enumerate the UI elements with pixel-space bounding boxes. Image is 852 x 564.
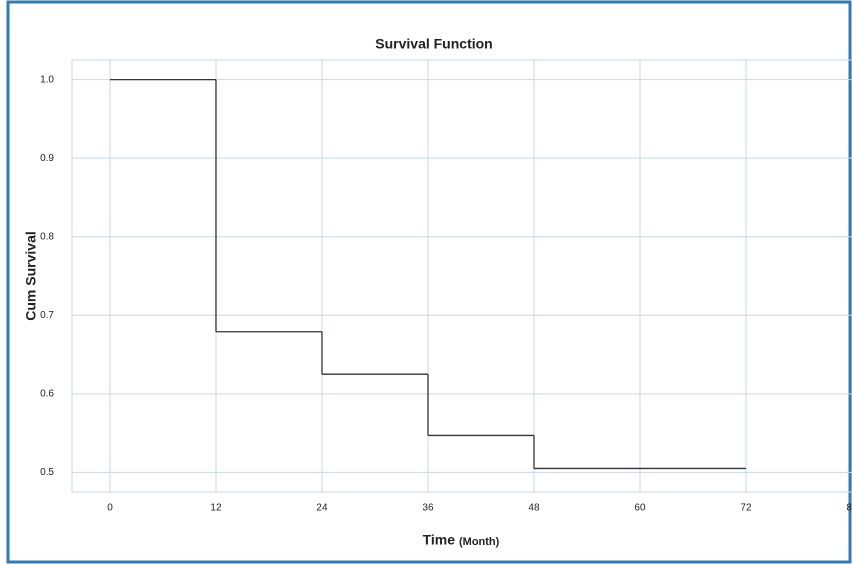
y-tick-label: 0.8 xyxy=(40,231,54,242)
x-axis-label: Time xyxy=(423,532,456,548)
x-tick-label: 0 xyxy=(107,503,113,514)
y-axis-label: Cum Survival xyxy=(23,231,39,320)
y-tick-label: 0.6 xyxy=(40,388,54,399)
x-axis-unit: (Month) xyxy=(459,536,500,548)
x-tick-label: 72 xyxy=(740,503,752,514)
x-tick-label: 60 xyxy=(634,503,646,514)
x-tick-label: 84 xyxy=(846,503,852,514)
x-tick-label: 36 xyxy=(422,503,434,514)
chart-title: Survival Function xyxy=(375,36,492,52)
plot-area xyxy=(71,59,852,493)
x-tick-label: 12 xyxy=(210,503,222,514)
x-tick-label: 24 xyxy=(316,503,328,514)
y-tick-label: 1.0 xyxy=(40,74,54,85)
x-tick-label: 48 xyxy=(528,503,540,514)
y-tick-label: 0.9 xyxy=(40,153,54,164)
y-tick-label: 0.5 xyxy=(40,467,54,478)
frame xyxy=(6,0,852,564)
y-tick-label: 0.7 xyxy=(40,310,54,321)
